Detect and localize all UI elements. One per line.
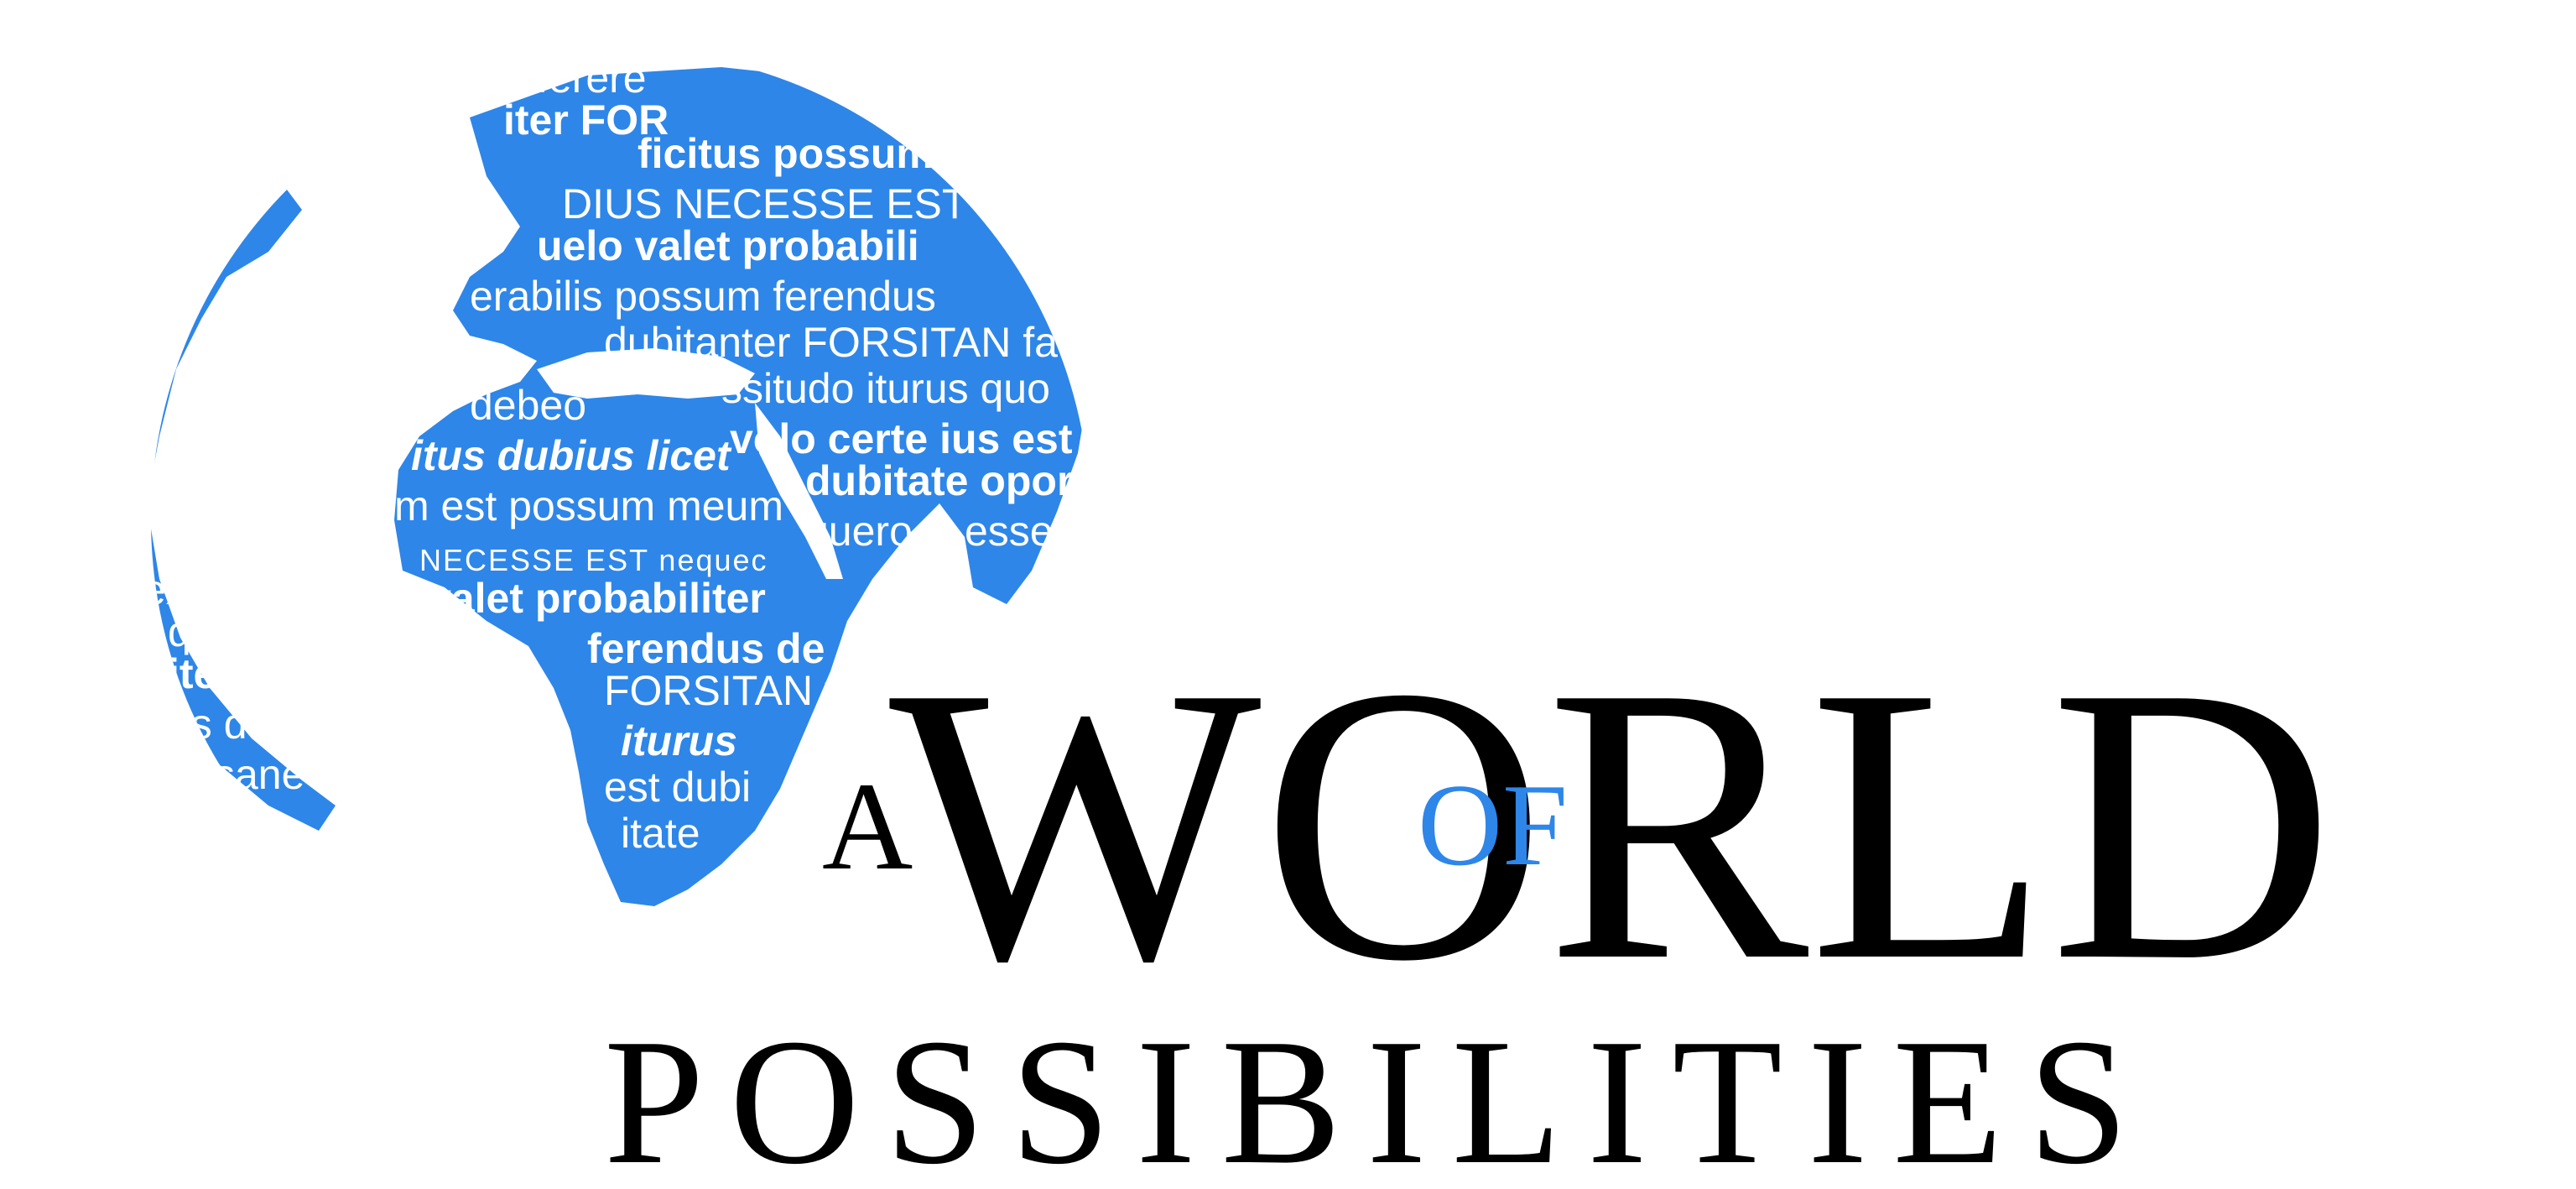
globe-word: ferendus de: [587, 625, 825, 672]
globe-word: m est possum meum: [394, 482, 783, 529]
globe-word: DIUS NECESSE EST neq: [562, 180, 1049, 227]
globe-word: quero: [805, 508, 913, 555]
globe-word: est dubi: [604, 764, 751, 811]
globe-word: volo certe ius est: [730, 415, 1073, 462]
title-of: OF: [1418, 760, 1568, 890]
globe-word: NECESSE EST nequec: [419, 543, 768, 577]
globe-word: iter FOR: [503, 96, 669, 143]
logo-title: A WORLD OF POSSIBILITIES: [604, 605, 2334, 1189]
globe-word: ferere: [537, 55, 647, 102]
globe-word: esse: [965, 508, 1054, 555]
globe-word: valet probabiliter: [428, 575, 766, 622]
afro-eurasia-landmass: [394, 67, 1090, 906]
globe-word: FORSITAN fa: [604, 667, 860, 714]
title-world-w: WORLD: [889, 605, 2334, 1042]
mediterranean-sea: [537, 348, 755, 399]
globe-word: uelo valet probabili: [537, 222, 919, 269]
globe-word: que: [168, 608, 237, 655]
globe-word: itus dubius licet: [411, 432, 732, 479]
title-possibilities: POSSIBILITIES: [604, 1001, 2153, 1189]
globe-word: ssitudo iturus quo: [721, 365, 1050, 412]
globe-icon: ferere iter FOR ficitus possum DIUS NECE…: [143, 55, 1125, 906]
globe-word: sane: [214, 751, 304, 798]
globe-word: ficitus possum: [637, 130, 934, 177]
title-a: A: [822, 757, 913, 896]
red-sea: [755, 403, 843, 579]
globe-word: debeo: [470, 382, 586, 429]
globe-word: itate: [621, 810, 700, 857]
globe-word: erabilis possum ferendus: [470, 273, 936, 320]
globe-word: us de: [168, 701, 270, 748]
globe-word: ex: [143, 566, 187, 613]
globe-word: iturus: [621, 717, 737, 764]
globe-word: iter: [168, 650, 233, 697]
globe-word: dubitate oportet: [805, 457, 1125, 504]
globe-word: dubitanter FORSITAN fa: [604, 319, 1058, 366]
